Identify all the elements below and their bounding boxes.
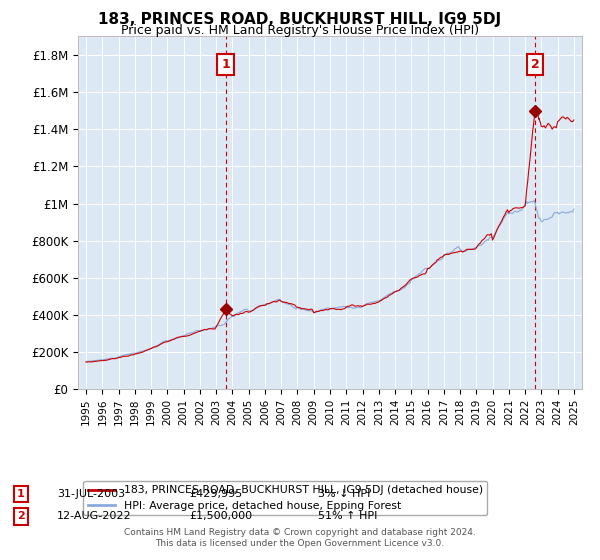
Text: 51% ↑ HPI: 51% ↑ HPI bbox=[318, 511, 377, 521]
Text: 12-AUG-2022: 12-AUG-2022 bbox=[57, 511, 131, 521]
Text: 31-JUL-2003: 31-JUL-2003 bbox=[57, 489, 125, 499]
Text: 1: 1 bbox=[221, 58, 230, 71]
Text: 183, PRINCES ROAD, BUCKHURST HILL, IG9 5DJ: 183, PRINCES ROAD, BUCKHURST HILL, IG9 5… bbox=[98, 12, 502, 27]
Text: Price paid vs. HM Land Registry's House Price Index (HPI): Price paid vs. HM Land Registry's House … bbox=[121, 24, 479, 37]
Legend: 183, PRINCES ROAD, BUCKHURST HILL, IG9 5DJ (detached house), HPI: Average price,: 183, PRINCES ROAD, BUCKHURST HILL, IG9 5… bbox=[83, 481, 487, 515]
Text: Contains HM Land Registry data © Crown copyright and database right 2024.
This d: Contains HM Land Registry data © Crown c… bbox=[124, 528, 476, 548]
Text: 1: 1 bbox=[17, 489, 25, 499]
Text: 2: 2 bbox=[17, 511, 25, 521]
Text: 2: 2 bbox=[531, 58, 539, 71]
Text: £1,500,000: £1,500,000 bbox=[189, 511, 252, 521]
Text: 3% ↓ HPI: 3% ↓ HPI bbox=[318, 489, 370, 499]
Text: £429,995: £429,995 bbox=[189, 489, 242, 499]
